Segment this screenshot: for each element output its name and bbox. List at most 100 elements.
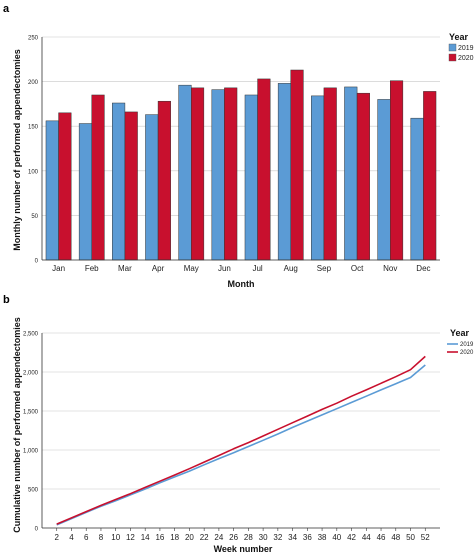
chart-b-x-tick: 32 <box>273 533 282 542</box>
chart-b-x-tick: 36 <box>303 533 312 542</box>
chart-a-bar-2019-aug <box>277 83 292 261</box>
chart-a-legend-label-2020: 2020 <box>458 55 474 62</box>
chart-b-x-tick: 8 <box>99 533 104 542</box>
chart-b-x-tick: 20 <box>185 533 194 542</box>
chart-b-x-tick: 16 <box>155 533 164 542</box>
chart-b-x-tick: 22 <box>200 533 209 542</box>
chart-a-x-tick: Sep <box>317 264 332 273</box>
chart-a-x-tick: May <box>184 264 199 273</box>
chart-a-legend-swatch-2020 <box>448 53 457 62</box>
chart-a-bar-2020-aug <box>290 69 304 261</box>
chart-a-y-tick: 200 <box>28 80 39 86</box>
chart-b-line-2020 <box>56 355 426 525</box>
chart-b-x-tick: 4 <box>69 533 74 542</box>
chart-a-x-tick: Aug <box>284 264 298 273</box>
chart-b-x-tick: 48 <box>391 533 400 542</box>
chart-b-x-tick: 2 <box>55 533 60 542</box>
chart-b-x-tick-labels: 2 4 6 8 10 12 14 16 18 20 22 24 26 28 30 32 34 36 38 40 42 44… <box>55 528 430 542</box>
chart-a-y-tick: 150 <box>28 125 39 131</box>
panel-a-label: a <box>3 3 10 15</box>
chart-a-x-tick: Dec <box>416 264 430 273</box>
chart-a-x-tick: Jun <box>218 264 231 273</box>
chart-a-bar-2020-oct <box>356 92 370 261</box>
chart-a-x-tick: Jan <box>52 264 65 273</box>
chart-b-x-tick: 52 <box>421 533 430 542</box>
chart-b-x-tick: 40 <box>332 533 341 542</box>
chart-a-bar-2019-feb <box>78 123 93 261</box>
chart-b-y-tick: 2,000 <box>23 371 39 377</box>
chart-b-x-tick: 14 <box>141 533 150 542</box>
chart-b-y-tick: 1,500 <box>23 410 39 416</box>
chart-b-y-tick: 500 <box>28 488 39 494</box>
chart-a-legend-label-2019: 2019 <box>458 45 474 52</box>
chart-a-bar-2020-jul <box>257 78 271 261</box>
chart-a-x-tick: Apr <box>152 264 165 273</box>
chart-a-bar-2020-apr <box>157 100 171 261</box>
chart-a-bar-2020-feb <box>91 94 105 261</box>
chart-a-bar-2019-jul <box>244 94 258 261</box>
chart-a-x-tick: Jul <box>252 264 262 273</box>
chart-a-bar-2019-sep <box>311 95 325 261</box>
chart-b-gridlines <box>42 332 440 529</box>
chart-a-y-tick-labels: 0 50 100 150 200 250 <box>28 36 39 265</box>
chart-b-y-tick: 1,000 <box>23 449 39 455</box>
chart-a-x-tick-labels: Jan Feb Mar Apr May Jun Jul Aug Sep Oct Nov Dec <box>52 264 430 273</box>
chart-a-bar-2019-jan <box>45 120 59 261</box>
chart-a-monthly-bars: 0 50 100 150 200 250 Jan Feb Mar Apr May Jun Jul Aug… <box>12 32 474 289</box>
chart-a-bar-2020-mar <box>124 111 138 261</box>
chart-b-x-tick: 30 <box>259 533 268 542</box>
chart-a-bar-2020-nov <box>390 80 404 261</box>
chart-a-legend-title: Year <box>449 32 469 42</box>
chart-b-x-tick: 12 <box>126 533 135 542</box>
chart-a-bar-2020-sep <box>323 87 337 261</box>
chart-b-x-tick: 26 <box>229 533 238 542</box>
chart-a-x-axis-title: Month <box>228 279 255 289</box>
chart-b-x-tick: 50 <box>406 533 415 542</box>
chart-a-y-tick: 100 <box>28 169 39 175</box>
chart-b-y-tick: 2,500 <box>23 332 39 338</box>
chart-a-legend: Year 2019 2020 <box>448 32 474 62</box>
chart-b-x-tick: 18 <box>170 533 179 542</box>
chart-a-bar-2019-apr <box>145 114 159 261</box>
chart-a-bar-2020-may <box>191 87 205 261</box>
chart-b-line-2019 <box>56 364 426 526</box>
chart-b-x-tick: 6 <box>84 533 89 542</box>
chart-a-bar-2019-jun <box>211 89 225 261</box>
chart-b-x-tick: 42 <box>347 533 356 542</box>
chart-a-y-tick: 250 <box>28 36 39 42</box>
chart-a-x-tick: Nov <box>383 264 397 273</box>
chart-a-x-tick: Feb <box>85 264 99 273</box>
chart-b-x-axis-title: Week number <box>214 544 273 554</box>
chart-a-bar-2019-nov <box>377 99 391 261</box>
chart-b-legend-label-2020: 2020 <box>460 350 474 356</box>
chart-b-legend: Year 2019 2020 <box>447 328 474 356</box>
chart-a-bar-2019-mar <box>112 102 126 261</box>
chart-b-y-tick-labels: 0 500 1,000 1,500 2,000 2,500 <box>23 332 39 533</box>
panel-b-label: b <box>3 294 10 306</box>
chart-b-x-tick: 10 <box>111 533 120 542</box>
chart-a-y-axis-title: Monthly number of performed appendectomi… <box>12 49 22 251</box>
chart-b-legend-label-2019: 2019 <box>460 342 474 348</box>
chart-a-y-tick: 0 <box>35 259 39 265</box>
chart-b-y-tick: 0 <box>35 527 39 533</box>
chart-a-bar-2020-dec <box>423 91 437 261</box>
chart-a-bars <box>45 69 437 261</box>
chart-b-x-tick: 44 <box>362 533 371 542</box>
chart-a-legend-swatch-2019 <box>448 43 457 52</box>
chart-b-legend-title: Year <box>450 328 470 338</box>
chart-b-x-tick: 38 <box>318 533 327 542</box>
chart-a-bar-2019-may <box>178 84 192 261</box>
chart-a-x-tick: Oct <box>351 264 364 273</box>
chart-a-bar-2020-jun <box>224 87 238 261</box>
chart-b-y-axis-title: Cumulative number of performed appendect… <box>12 317 22 533</box>
chart-a-x-tick: Mar <box>118 264 132 273</box>
chart-b-x-tick: 34 <box>288 533 297 542</box>
chart-b-x-tick: 28 <box>244 533 253 542</box>
chart-b-x-tick: 46 <box>377 533 386 542</box>
chart-a-bar-2019-oct <box>344 86 358 261</box>
chart-a-bar-2020-jan <box>58 112 72 261</box>
chart-a-bar-2019-dec <box>410 117 424 261</box>
chart-a-y-tick: 50 <box>31 214 38 220</box>
